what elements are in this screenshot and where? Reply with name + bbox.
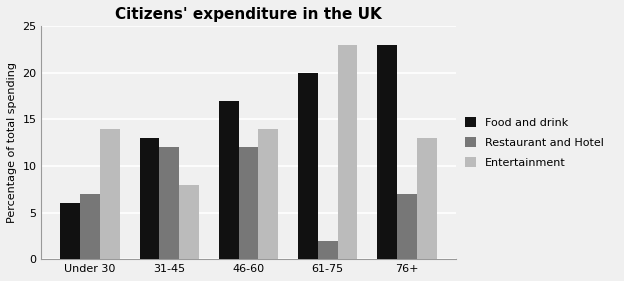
Bar [61,203,80,259]
Y-axis label: Percentage of total spending: Percentage of total spending [7,62,17,223]
Bar [378,45,397,259]
Bar [298,72,318,259]
Bar [179,185,199,259]
Legend: Food and drink, Restaurant and Hotel, Entertainment: Food and drink, Restaurant and Hotel, En… [466,117,604,167]
Bar [417,138,437,259]
Bar [338,45,358,259]
Bar [238,147,258,259]
Bar [100,128,120,259]
Bar [258,128,278,259]
Bar [140,138,159,259]
Bar [318,241,338,259]
Bar [159,147,179,259]
Bar [219,101,238,259]
Bar [80,194,100,259]
Bar [397,194,417,259]
Title: Citizens' expenditure in the UK: Citizens' expenditure in the UK [115,7,382,22]
